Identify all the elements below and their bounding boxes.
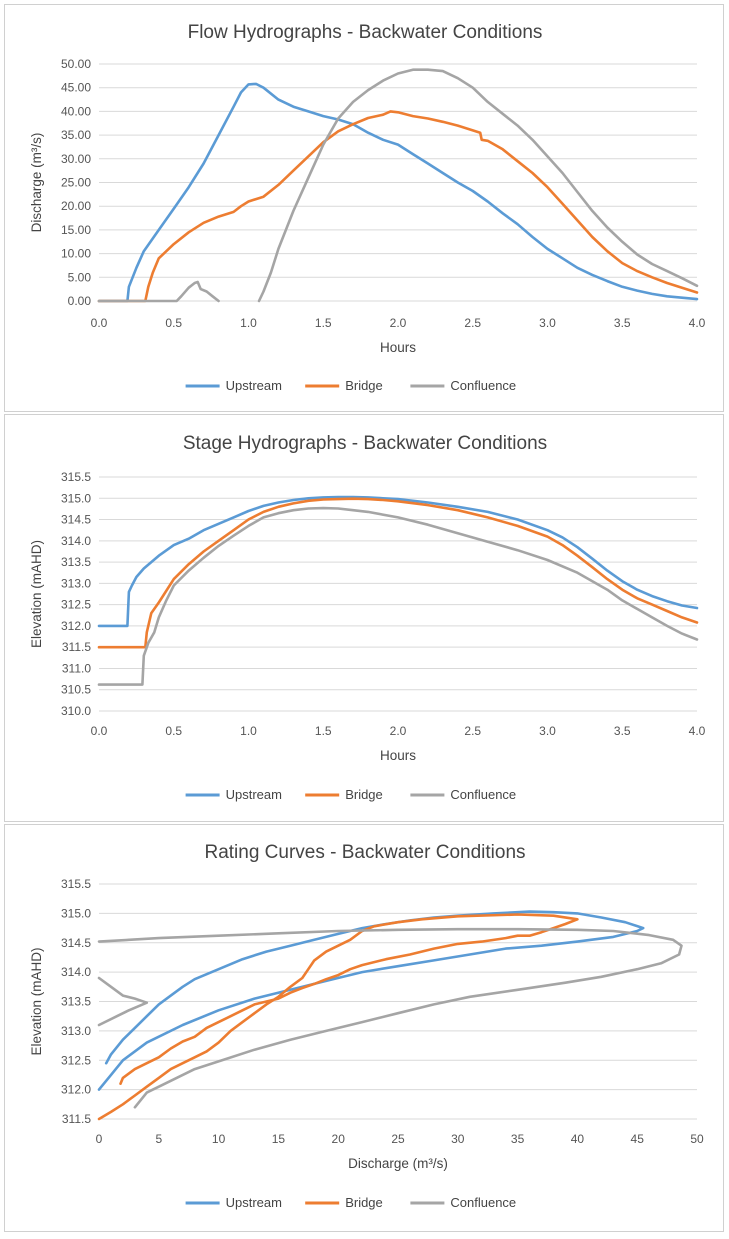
series-line-upstream (97, 82, 699, 303)
y-tick-label: 45.00 (61, 81, 91, 95)
x-axis-label: Hours (380, 748, 416, 763)
y-tick-label: 0.00 (68, 294, 92, 308)
y-tick-label: 25.00 (61, 176, 91, 190)
x-axis-label: Discharge (m³/s) (348, 1156, 448, 1171)
x-tick-label: 15 (272, 1132, 286, 1146)
y-tick-label: 310.0 (61, 704, 91, 718)
legend-label-bridge: Bridge (345, 1195, 383, 1210)
stage-hydrograph-svg: Stage Hydrographs - Backwater Conditions… (29, 433, 706, 802)
legend-label-upstream: Upstream (226, 787, 282, 802)
y-tick-label: 310.5 (61, 683, 91, 697)
x-tick-label: 40 (571, 1132, 585, 1146)
x-tick-label: 25 (391, 1132, 405, 1146)
chart-title: Flow Hydrographs - Backwater Conditions (188, 22, 543, 43)
flow-hydrograph-chart: Flow Hydrographs - Backwater Conditions 0… (4, 4, 724, 412)
y-tick-label: 5.00 (68, 270, 92, 284)
y-tick-label: 315.0 (61, 906, 91, 920)
x-tick-label: 1.0 (240, 724, 257, 738)
rating-curve-chart: Rating Curves - Backwater Conditions 311.… (4, 824, 724, 1232)
y-tick-label: 40.00 (61, 104, 91, 118)
x-tick-label: 4.0 (689, 316, 706, 330)
legend-label-confluence: Confluence (450, 787, 516, 802)
x-tick-label: 0 (96, 1132, 103, 1146)
x-tick-label: 35 (511, 1132, 525, 1146)
legend-label-upstream: Upstream (226, 378, 282, 393)
series-line-confluence (97, 976, 149, 1027)
x-tick-label: 10 (212, 1132, 226, 1146)
x-tick-label: 20 (332, 1132, 346, 1146)
y-axis-label: Elevation (mAHD) (29, 947, 44, 1055)
stage-hydrograph-chart: Stage Hydrographs - Backwater Conditions… (4, 414, 724, 822)
series-line-bridge (97, 497, 699, 649)
y-tick-label: 313.0 (61, 1024, 91, 1038)
x-tick-label: 1.5 (315, 724, 332, 738)
x-tick-label: 3.0 (539, 724, 556, 738)
series-line-confluence (97, 280, 220, 303)
y-axis-label: Discharge (m³/s) (29, 133, 44, 233)
y-tick-label: 314.5 (61, 936, 91, 950)
x-tick-label: 3.5 (614, 316, 631, 330)
rating-curve-svg: Rating Curves - Backwater Conditions 311.… (29, 842, 704, 1210)
y-tick-label: 315.5 (61, 470, 91, 484)
y-tick-label: 313.0 (61, 576, 91, 590)
x-tick-label: 0.0 (91, 724, 108, 738)
x-tick-label: 2.5 (464, 724, 481, 738)
series-line-upstream (97, 495, 699, 628)
x-tick-label: 0.5 (165, 724, 182, 738)
x-tick-label: 4.0 (689, 724, 706, 738)
series-line-bridge (97, 913, 579, 1121)
y-axis-label: Elevation (mAHD) (29, 540, 44, 648)
x-tick-label: 50 (690, 1132, 704, 1146)
x-tick-label: 3.0 (539, 316, 556, 330)
x-tick-label: 30 (451, 1132, 465, 1146)
x-axis-label: Hours (380, 340, 416, 355)
x-tick-label: 0.5 (165, 316, 182, 330)
series-line-confluence (97, 927, 683, 1109)
series-line-bridge (97, 110, 699, 303)
y-tick-label: 314.5 (61, 513, 91, 527)
legend-label-bridge: Bridge (345, 378, 383, 393)
series-line-confluence (257, 68, 699, 303)
y-tick-label: 315.0 (61, 491, 91, 505)
y-tick-label: 315.5 (61, 877, 91, 891)
y-tick-label: 311.5 (62, 640, 91, 654)
y-tick-label: 10.00 (61, 247, 91, 261)
y-tick-label: 312.0 (61, 1083, 91, 1097)
x-tick-label: 1.0 (240, 316, 257, 330)
y-tick-label: 312.5 (61, 1053, 91, 1067)
legend-label-confluence: Confluence (450, 378, 516, 393)
x-tick-label: 2.0 (390, 724, 407, 738)
legend-label-confluence: Confluence (450, 1195, 516, 1210)
chart-title: Rating Curves - Backwater Conditions (204, 842, 525, 863)
y-tick-label: 312.5 (61, 598, 91, 612)
y-tick-label: 35.00 (61, 128, 91, 142)
x-tick-label: 2.0 (390, 316, 407, 330)
y-tick-label: 15.00 (61, 223, 91, 237)
x-tick-label: 1.5 (315, 316, 332, 330)
legend-label-bridge: Bridge (345, 787, 383, 802)
y-tick-label: 313.5 (61, 555, 91, 569)
chart-title: Stage Hydrographs - Backwater Conditions (183, 433, 547, 454)
y-tick-label: 313.5 (61, 995, 91, 1009)
x-tick-label: 45 (631, 1132, 645, 1146)
y-tick-label: 314.0 (61, 534, 91, 548)
y-tick-label: 314.0 (61, 965, 91, 979)
y-tick-label: 20.00 (61, 199, 91, 213)
flow-hydrograph-svg: Flow Hydrographs - Backwater Conditions 0… (29, 22, 706, 393)
y-tick-label: 311.0 (62, 661, 91, 675)
x-tick-label: 0.0 (91, 316, 108, 330)
y-tick-label: 50.00 (61, 57, 91, 71)
y-tick-label: 311.5 (62, 1112, 91, 1126)
y-tick-label: 312.0 (61, 619, 91, 633)
x-tick-label: 2.5 (464, 316, 481, 330)
y-tick-label: 30.00 (61, 152, 91, 166)
x-tick-label: 3.5 (614, 724, 631, 738)
x-tick-label: 5 (155, 1132, 162, 1146)
legend-label-upstream: Upstream (226, 1195, 282, 1210)
series-line-confluence (97, 506, 699, 686)
